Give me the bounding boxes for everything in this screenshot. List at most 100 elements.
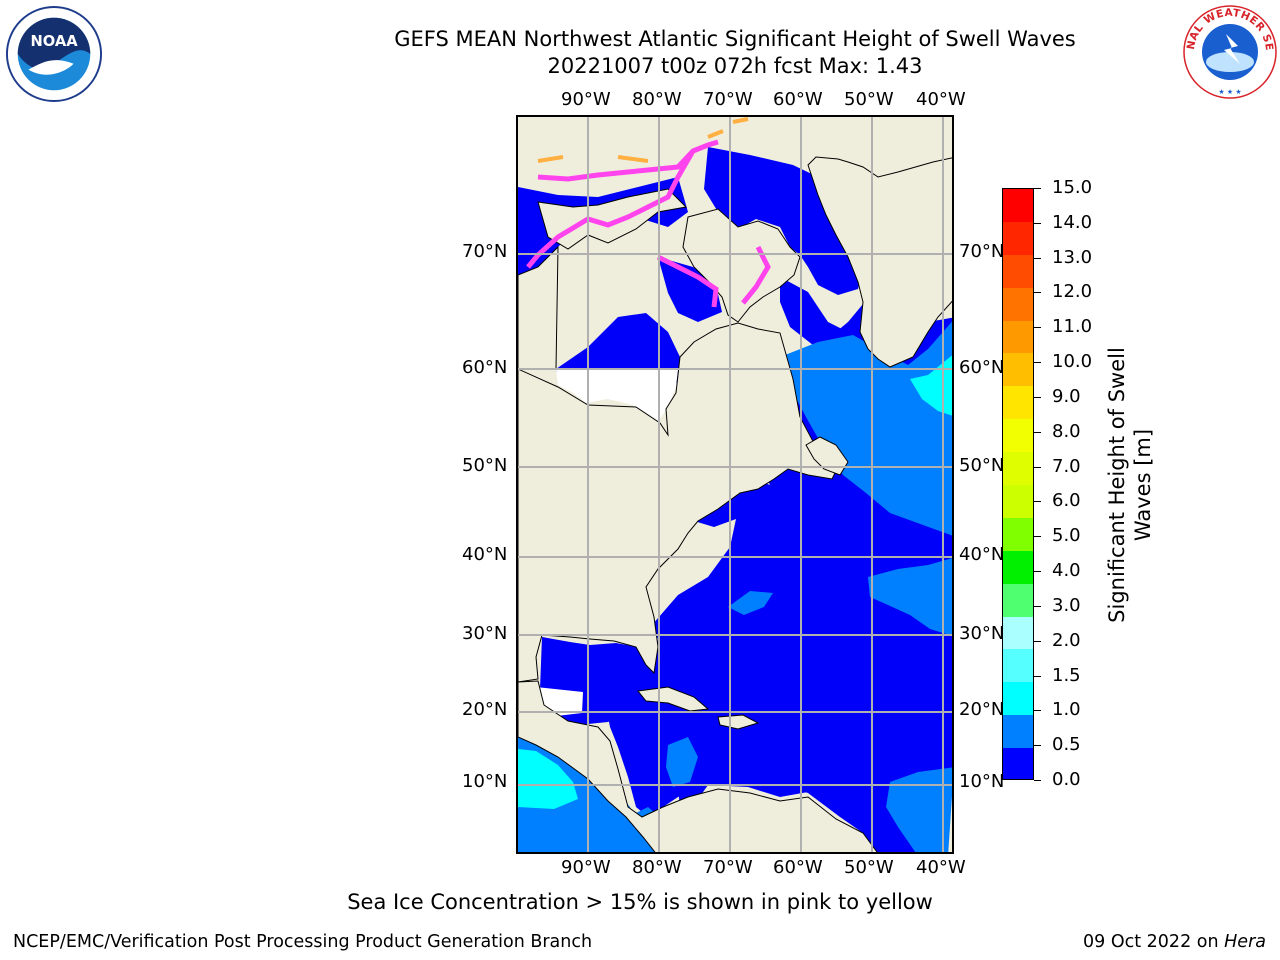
lat-label-right-50n: 50°N xyxy=(959,455,1005,476)
colorbar-segment xyxy=(1003,419,1033,453)
colorbar-tick-label: 7.0 xyxy=(1052,455,1081,477)
colorbar-tick-label: 1.5 xyxy=(1052,664,1081,686)
lat-label-left-70n: 70°N xyxy=(462,241,508,262)
colorbar-tick xyxy=(1034,501,1041,503)
colorbar-segment xyxy=(1003,287,1033,322)
colorbar-label-line1: Significant Height of Swell xyxy=(1105,347,1129,623)
swell-mid-south xyxy=(886,767,952,852)
central-south-america xyxy=(518,680,878,852)
east-pacific-cyan xyxy=(518,749,578,809)
colorbar-tick xyxy=(1034,396,1041,398)
colorbar-segment xyxy=(1003,715,1033,749)
colorbar xyxy=(1002,188,1034,780)
colorbar-segment xyxy=(1003,485,1033,519)
colorbar-tick-label: 8.0 xyxy=(1052,420,1081,442)
newfoundland xyxy=(805,436,849,476)
colorbar-tick xyxy=(1034,257,1041,259)
colorbar-segment xyxy=(1003,221,1033,256)
footer-host: Hera xyxy=(1224,932,1266,952)
foxe-basin xyxy=(658,257,722,322)
colorbar-segment xyxy=(1003,550,1033,585)
lon-label-bottom-60w: 60°W xyxy=(773,857,823,878)
colorbar-tick-label: 13.0 xyxy=(1052,246,1093,268)
colorbar-tick-label: 4.0 xyxy=(1052,560,1081,582)
colorbar-tick-label: 14.0 xyxy=(1052,211,1093,233)
footer-left: NCEP/EMC/Verification Post Processing Pr… xyxy=(13,932,593,952)
lon-label-bottom-70w: 70°W xyxy=(703,857,753,878)
colorbar-segment xyxy=(1003,320,1033,354)
lon-label-bottom-40w: 40°W xyxy=(916,857,966,878)
lat-label-right-20n: 20°N xyxy=(959,699,1005,720)
colorbar-tick xyxy=(1034,327,1041,329)
lat-label-left-20n: 20°N xyxy=(462,699,508,720)
lat-label-right-10n: 10°N xyxy=(959,771,1005,792)
colorbar-segment xyxy=(1003,649,1033,683)
colorbar-tick-label: 10.0 xyxy=(1052,351,1093,373)
noaa-logo-text: NOAA xyxy=(30,33,78,50)
colorbar-segment xyxy=(1003,386,1033,420)
lat-label-left-60n: 60°N xyxy=(462,357,508,378)
colorbar-tick-label: 2.0 xyxy=(1052,629,1081,651)
cuba xyxy=(637,686,710,712)
nws-logo: NATIONAL WEATHER SERVICE ★ ★ ★ xyxy=(1180,0,1277,99)
colorbar-tick-label: 0.5 xyxy=(1052,734,1081,756)
colorbar-segment xyxy=(1003,517,1033,552)
chart-title: GEFS MEAN Northwest Atlantic Significant… xyxy=(394,27,1076,51)
colorbar-segment xyxy=(1003,452,1033,486)
swell-mid-caribbean xyxy=(666,737,698,787)
colorbar-tick xyxy=(1034,640,1041,642)
colorbar-tick xyxy=(1034,292,1041,294)
lon-label-bottom-50w: 50°W xyxy=(844,857,894,878)
colorbar-tick-label: 9.0 xyxy=(1052,385,1081,407)
lon-label-top-60w: 60°W xyxy=(773,89,823,110)
colorbar-tick xyxy=(1034,222,1041,224)
colorbar-tick xyxy=(1034,605,1041,607)
swell-mid-band xyxy=(728,591,773,615)
hudson-bay-ice-free xyxy=(556,370,678,422)
colorbar-tick xyxy=(1034,710,1041,712)
sea-ice-yellow xyxy=(537,117,749,163)
colorbar-label-line2: Waves [m] xyxy=(1131,428,1155,542)
graticule xyxy=(518,117,952,852)
sea-ice-note: Sea Ice Concentration > 15% is shown in … xyxy=(347,890,933,914)
lat-label-right-40n: 40°N xyxy=(959,544,1005,565)
lon-label-bottom-90w: 90°W xyxy=(561,857,611,878)
colorbar-segment xyxy=(1003,254,1033,289)
lon-label-top-90w: 90°W xyxy=(561,89,611,110)
colorbar-tick xyxy=(1034,780,1041,781)
colorbar-label: Significant Height of Swell Waves [m] xyxy=(1104,325,1156,645)
colorbar-tick-label: 5.0 xyxy=(1052,525,1081,547)
colorbar-tick xyxy=(1034,431,1041,433)
colorbar-tick xyxy=(1034,745,1041,747)
baffin-island xyxy=(682,208,801,323)
colorbar-segment xyxy=(1003,189,1033,223)
colorbar-segment xyxy=(1003,616,1033,650)
colorbar-tick xyxy=(1034,675,1041,677)
footer-date: 09 Oct 2022 on xyxy=(1083,932,1225,952)
lat-label-right-30n: 30°N xyxy=(959,623,1005,644)
swell-mid-east xyxy=(868,558,952,636)
colorbar-tick xyxy=(1034,536,1041,538)
colorbar-tick xyxy=(1034,466,1041,468)
caribbean-sea xyxy=(606,707,828,817)
swell-mid-north xyxy=(780,321,952,536)
colorbar-segment xyxy=(1003,353,1033,387)
colorbar-tick xyxy=(1034,362,1041,364)
colorbar-tick-label: 15.0 xyxy=(1052,177,1093,198)
hispaniola xyxy=(717,714,760,730)
lon-label-top-80w: 80°W xyxy=(632,89,682,110)
lat-label-left-10n: 10°N xyxy=(462,771,508,792)
noaa-logo: NOAA xyxy=(5,5,103,103)
lon-label-bottom-80w: 80°W xyxy=(632,857,682,878)
footer-right: 09 Oct 2022 on Hera xyxy=(1083,932,1266,952)
lon-label-top-50w: 50°W xyxy=(844,89,894,110)
colorbar-tick-label: 12.0 xyxy=(1052,281,1093,303)
lon-label-top-70w: 70°W xyxy=(703,89,753,110)
colorbar-tick-label: 1.0 xyxy=(1052,699,1081,721)
lon-label-top-40w: 40°W xyxy=(916,89,966,110)
colorbar-segment xyxy=(1003,583,1033,618)
colorbar-tick-label: 3.0 xyxy=(1052,594,1081,616)
colorbar-segment xyxy=(1003,748,1033,779)
swell-high-east xyxy=(910,355,952,416)
lat-label-left-30n: 30°N xyxy=(462,623,508,644)
